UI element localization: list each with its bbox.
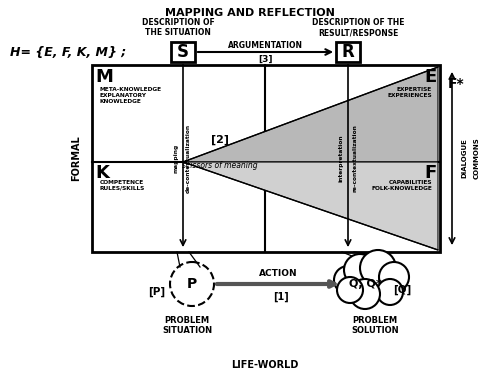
- Text: DESCRIPTION OF
THE SITUATION: DESCRIPTION OF THE SITUATION: [142, 18, 214, 38]
- Text: mapping: mapping: [174, 144, 178, 173]
- Polygon shape: [183, 162, 438, 250]
- Text: [3]: [3]: [258, 55, 273, 64]
- Text: [1]: [1]: [273, 292, 289, 302]
- Text: DIALOGUE: DIALOGUE: [461, 139, 467, 178]
- Circle shape: [377, 279, 403, 305]
- Text: Q, Q*: Q, Q*: [348, 279, 382, 289]
- Text: [P]: [P]: [148, 287, 166, 297]
- Bar: [171, 42, 195, 62]
- Text: scissors of meaning: scissors of meaning: [182, 162, 258, 171]
- Text: S: S: [177, 43, 189, 61]
- Text: E: E: [425, 68, 437, 86]
- Circle shape: [334, 266, 362, 294]
- Text: EXPERTISE
EXPERIENCES: EXPERTISE EXPERIENCES: [388, 87, 432, 98]
- Circle shape: [379, 262, 409, 292]
- Bar: [336, 42, 360, 62]
- Text: ACTION: ACTION: [258, 269, 298, 278]
- Polygon shape: [183, 67, 438, 162]
- Circle shape: [342, 254, 398, 310]
- Text: H= {E, F, K, M} ;: H= {E, F, K, M} ;: [10, 45, 126, 58]
- Text: LIFE-WORLD: LIFE-WORLD: [232, 360, 298, 370]
- Circle shape: [350, 279, 380, 309]
- Text: DESCRIPTION OF THE
RESULT/RESPONSE: DESCRIPTION OF THE RESULT/RESPONSE: [312, 18, 404, 38]
- Text: R: R: [342, 43, 354, 61]
- Text: PROBLEM
SOLUTION: PROBLEM SOLUTION: [351, 316, 399, 335]
- Text: COMMONS: COMMONS: [474, 138, 480, 179]
- Text: [Q]: [Q]: [393, 285, 411, 295]
- Circle shape: [360, 250, 396, 286]
- Text: FORMAL: FORMAL: [71, 136, 81, 182]
- Text: PROBLEM
SITUATION: PROBLEM SITUATION: [162, 316, 212, 335]
- Text: [2]: [2]: [211, 135, 229, 145]
- Bar: [92, 65, 440, 252]
- Text: F*: F*: [448, 77, 464, 91]
- Text: M: M: [95, 68, 113, 86]
- Text: re-contextualization: re-contextualization: [352, 124, 358, 192]
- Text: CAPABILITIES
FOLK-KNOWLEDGE: CAPABILITIES FOLK-KNOWLEDGE: [371, 180, 432, 191]
- Text: interpretation: interpretation: [338, 135, 344, 182]
- Text: MAPPING AND REFLECTION: MAPPING AND REFLECTION: [165, 8, 335, 18]
- Text: K: K: [95, 164, 109, 182]
- Text: de-contextualization: de-contextualization: [186, 124, 190, 193]
- Circle shape: [337, 277, 363, 303]
- Text: F: F: [425, 164, 437, 182]
- Text: COMPETENCE
RULES/SKILLS: COMPETENCE RULES/SKILLS: [100, 180, 145, 191]
- Text: P: P: [187, 277, 197, 291]
- Text: ARGUMENTATION: ARGUMENTATION: [228, 41, 303, 50]
- Text: META-KNOWLEDGE
EXPLANATORY
KNOWLEDGE: META-KNOWLEDGE EXPLANATORY KNOWLEDGE: [100, 87, 162, 104]
- Circle shape: [344, 254, 376, 286]
